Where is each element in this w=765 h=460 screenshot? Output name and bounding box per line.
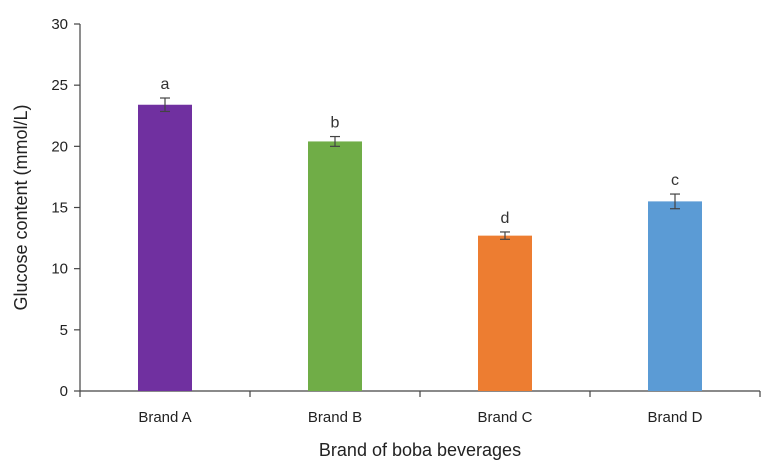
y-tick-label: 10 [51, 261, 68, 278]
bar [648, 201, 702, 391]
bar [138, 104, 192, 392]
significance-label: c [671, 172, 679, 189]
y-tick-label: 5 [60, 322, 68, 339]
x-axis-title: Brand of boba beverages [319, 440, 521, 460]
x-tick-label: Brand D [647, 409, 702, 426]
significance-label: b [331, 115, 340, 132]
y-tick-label: 20 [51, 138, 68, 155]
bars: a b d c [138, 76, 702, 392]
significance-label: a [161, 76, 170, 93]
y-axis-title: Glucose content (mmol/L) [11, 104, 31, 310]
x-tick-label: Brand A [138, 409, 191, 426]
y-tick-label: 25 [51, 77, 68, 94]
y-tick-label: 15 [51, 200, 68, 217]
bar [308, 141, 362, 391]
x-axis: Brand A Brand B Brand C Brand D [79, 390, 761, 426]
significance-label: d [501, 210, 510, 227]
y-axis: 0 5 10 15 20 25 30 [51, 16, 81, 400]
x-tick-label: Brand B [308, 409, 362, 426]
y-tick-label: 30 [51, 16, 68, 33]
bar [478, 235, 532, 391]
y-tick-label: 0 [60, 383, 68, 400]
x-tick-label: Brand C [477, 409, 532, 426]
